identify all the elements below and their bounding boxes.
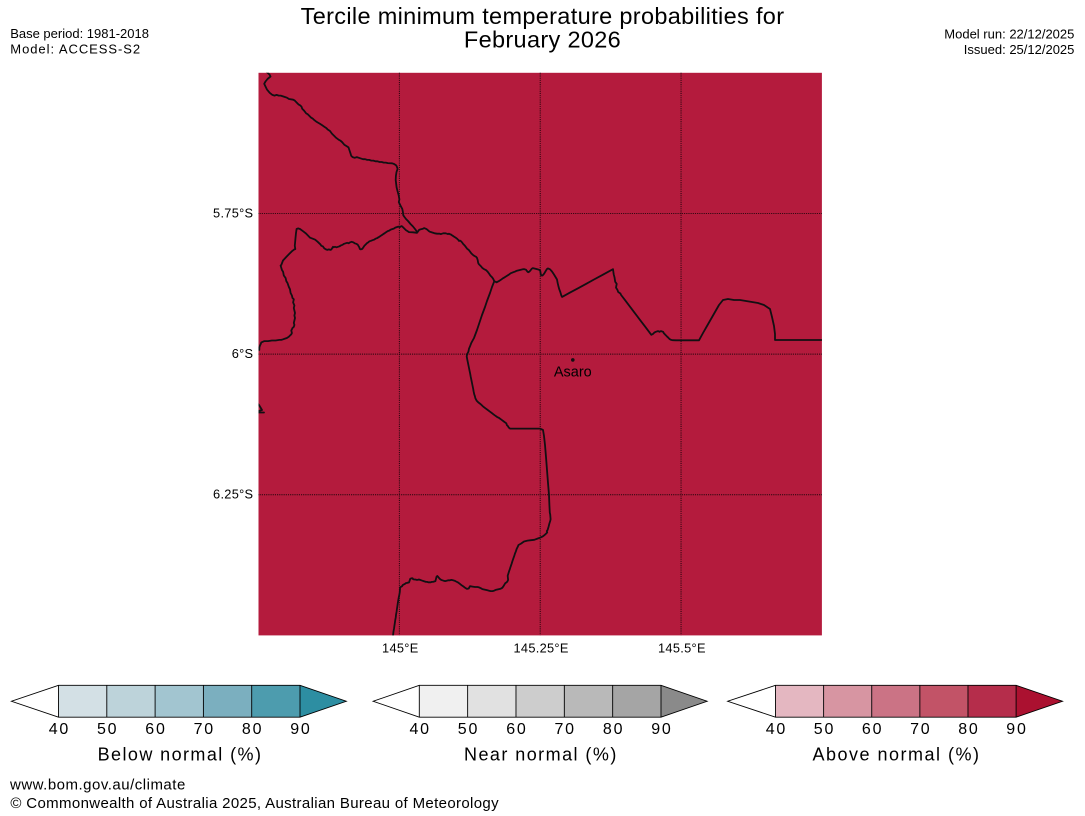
svg-text:80: 80 — [603, 721, 624, 738]
svg-text:6°S: 6°S — [232, 346, 254, 361]
svg-text:80: 80 — [242, 721, 263, 738]
svg-text:40: 40 — [766, 721, 787, 738]
svg-text:60: 60 — [506, 721, 527, 738]
svg-text:www.bom.gov.au/climate: www.bom.gov.au/climate — [9, 776, 186, 793]
svg-text:40: 40 — [409, 721, 430, 738]
svg-text:70: 70 — [910, 721, 931, 738]
svg-text:Model run: 22/12/2025: Model run: 22/12/2025 — [944, 27, 1074, 42]
svg-text:70: 70 — [554, 721, 575, 738]
svg-text:© Commonwealth of Australia 20: © Commonwealth of Australia 2025, Austra… — [10, 795, 499, 812]
svg-text:40: 40 — [49, 721, 70, 738]
svg-text:80: 80 — [958, 721, 979, 738]
svg-text:50: 50 — [97, 721, 118, 738]
svg-text:70: 70 — [194, 721, 215, 738]
svg-text:145.5°E: 145.5°E — [658, 641, 706, 656]
svg-text:Issued: 25/12/2025: Issued: 25/12/2025 — [964, 42, 1075, 57]
svg-text:Tercile minimum temperature pr: Tercile minimum temperature probabilitie… — [301, 3, 785, 29]
svg-text:Asaro: Asaro — [554, 365, 592, 381]
svg-text:50: 50 — [814, 721, 835, 738]
svg-text:90: 90 — [651, 721, 672, 738]
svg-text:6.25°S: 6.25°S — [213, 487, 253, 502]
svg-text:Model: ACCESS-S2: Model: ACCESS-S2 — [10, 42, 141, 57]
svg-text:5.75°S: 5.75°S — [213, 205, 253, 220]
svg-text:90: 90 — [290, 721, 311, 738]
svg-text:Below normal (%): Below normal (%) — [98, 745, 263, 765]
svg-text:145°E: 145°E — [382, 641, 419, 656]
svg-text:50: 50 — [458, 721, 479, 738]
svg-text:60: 60 — [145, 721, 166, 738]
svg-text:Above normal (%): Above normal (%) — [812, 745, 980, 765]
svg-text:90: 90 — [1006, 721, 1027, 738]
svg-text:145.25°E: 145.25°E — [513, 641, 568, 656]
svg-text:Base period: 1981-2018: Base period: 1981-2018 — [10, 26, 149, 41]
svg-text:Near normal (%): Near normal (%) — [464, 745, 618, 765]
svg-text:60: 60 — [862, 721, 883, 738]
svg-text:February 2026: February 2026 — [464, 27, 621, 53]
